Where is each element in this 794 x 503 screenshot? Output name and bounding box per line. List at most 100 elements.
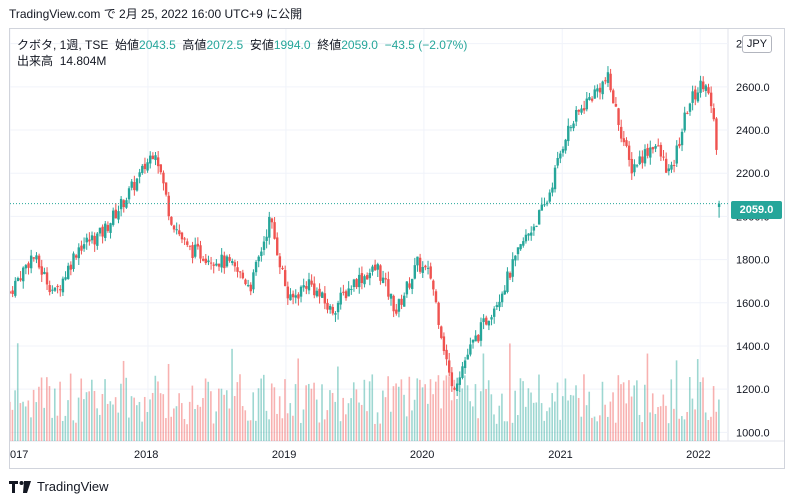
candle-body <box>551 187 554 193</box>
volume-bar <box>159 393 162 441</box>
volume-bar <box>342 397 344 441</box>
volume-bar <box>136 405 138 441</box>
candle-body <box>101 226 104 237</box>
volume-bar <box>77 397 80 441</box>
candle-body <box>376 264 379 270</box>
volume-bar <box>691 398 694 441</box>
volume-bar <box>569 394 572 441</box>
candle-body <box>360 273 364 284</box>
candle-body <box>358 274 361 288</box>
volume-bar <box>696 359 699 441</box>
candle-body <box>276 237 279 256</box>
candle-body <box>540 204 544 211</box>
low-value: 1994.0 <box>273 38 311 52</box>
volume-bar <box>456 399 458 441</box>
candle-body <box>64 277 67 280</box>
volume-value: 14.804M <box>59 54 107 68</box>
volume-bar <box>276 413 278 441</box>
volume-bar <box>141 421 143 441</box>
volume-bar <box>567 400 569 441</box>
candle-body <box>262 241 266 250</box>
symbol-label[interactable]: クボタ, 1週, TSE <box>17 38 109 52</box>
volume-bar <box>596 421 598 441</box>
volume-bar <box>331 392 334 441</box>
candle-body <box>72 253 75 270</box>
candle-body <box>27 263 30 268</box>
candle-body <box>553 167 557 190</box>
volume-bar <box>265 410 268 441</box>
candle-body <box>133 182 136 191</box>
volume-bar <box>257 388 260 441</box>
volume-bar <box>352 382 355 441</box>
candle-body <box>252 272 255 290</box>
candle-body <box>511 259 514 277</box>
candle-body <box>286 286 290 299</box>
candle-body <box>143 163 147 170</box>
volume-bar <box>601 381 604 441</box>
volume-bar <box>495 423 498 441</box>
candle-body <box>273 222 276 239</box>
volume-bar <box>374 423 376 441</box>
candle-body <box>437 302 440 325</box>
volume-bar <box>387 376 389 441</box>
volume-bar <box>609 401 612 441</box>
volume-bar <box>654 413 657 441</box>
volume-bar <box>318 422 321 441</box>
candle-body <box>389 293 393 299</box>
volume-bar <box>149 399 151 441</box>
currency-button[interactable]: JPY <box>742 35 772 53</box>
candle-body <box>643 149 647 164</box>
volume-bar <box>630 396 633 441</box>
candle-body <box>410 278 414 289</box>
volume-bar <box>196 404 199 441</box>
volume-bar <box>551 393 553 441</box>
candle-body <box>43 271 46 275</box>
candle-body <box>16 278 20 281</box>
candle-body <box>384 278 387 280</box>
candle-body <box>694 89 697 100</box>
volume-bar <box>432 394 434 441</box>
volume-bar <box>231 348 233 441</box>
volume-bar <box>625 403 628 441</box>
volume-bar <box>580 416 583 441</box>
candle-body <box>278 256 282 268</box>
candle-body <box>649 147 652 158</box>
candle-body <box>40 266 43 275</box>
volume-bar <box>244 410 247 441</box>
volume-bar <box>199 406 202 441</box>
volume-bar <box>466 385 469 441</box>
volume-bar <box>93 390 96 441</box>
volume-bar <box>599 415 601 441</box>
close-value: 2059.0 <box>341 38 378 52</box>
volume-bar <box>233 396 236 441</box>
candle-body <box>604 80 607 82</box>
candle-body <box>524 234 528 242</box>
volume-bar <box>249 420 252 441</box>
candle-body <box>146 162 149 171</box>
candle-body <box>223 255 226 269</box>
y-tick-label: 2400.0 <box>736 125 770 137</box>
candle-body <box>530 232 533 236</box>
candle-body <box>117 211 120 220</box>
volume-bar <box>180 403 183 441</box>
candle-body <box>127 188 131 200</box>
candle-body <box>294 295 297 298</box>
volume-bar <box>710 416 712 441</box>
candle-body <box>90 235 94 241</box>
volume-bar <box>673 408 675 441</box>
y-tick-label: 1200.0 <box>736 384 770 396</box>
volume-bar <box>559 419 561 441</box>
candle-body <box>614 104 618 107</box>
candle-body <box>712 108 715 120</box>
candle-body <box>233 262 237 267</box>
candle-body <box>365 275 369 280</box>
volume-bar <box>477 418 479 441</box>
volume-bar <box>10 401 11 441</box>
candle-body <box>175 229 178 231</box>
volume-bar <box>183 418 186 441</box>
candle-body <box>606 72 610 83</box>
candlestick-chart[interactable]: 1000.01200.01400.01600.01800.02000.02200… <box>10 29 784 468</box>
open-label: 始値 <box>115 38 140 52</box>
volume-bar <box>167 363 170 441</box>
candle-body <box>717 203 721 208</box>
